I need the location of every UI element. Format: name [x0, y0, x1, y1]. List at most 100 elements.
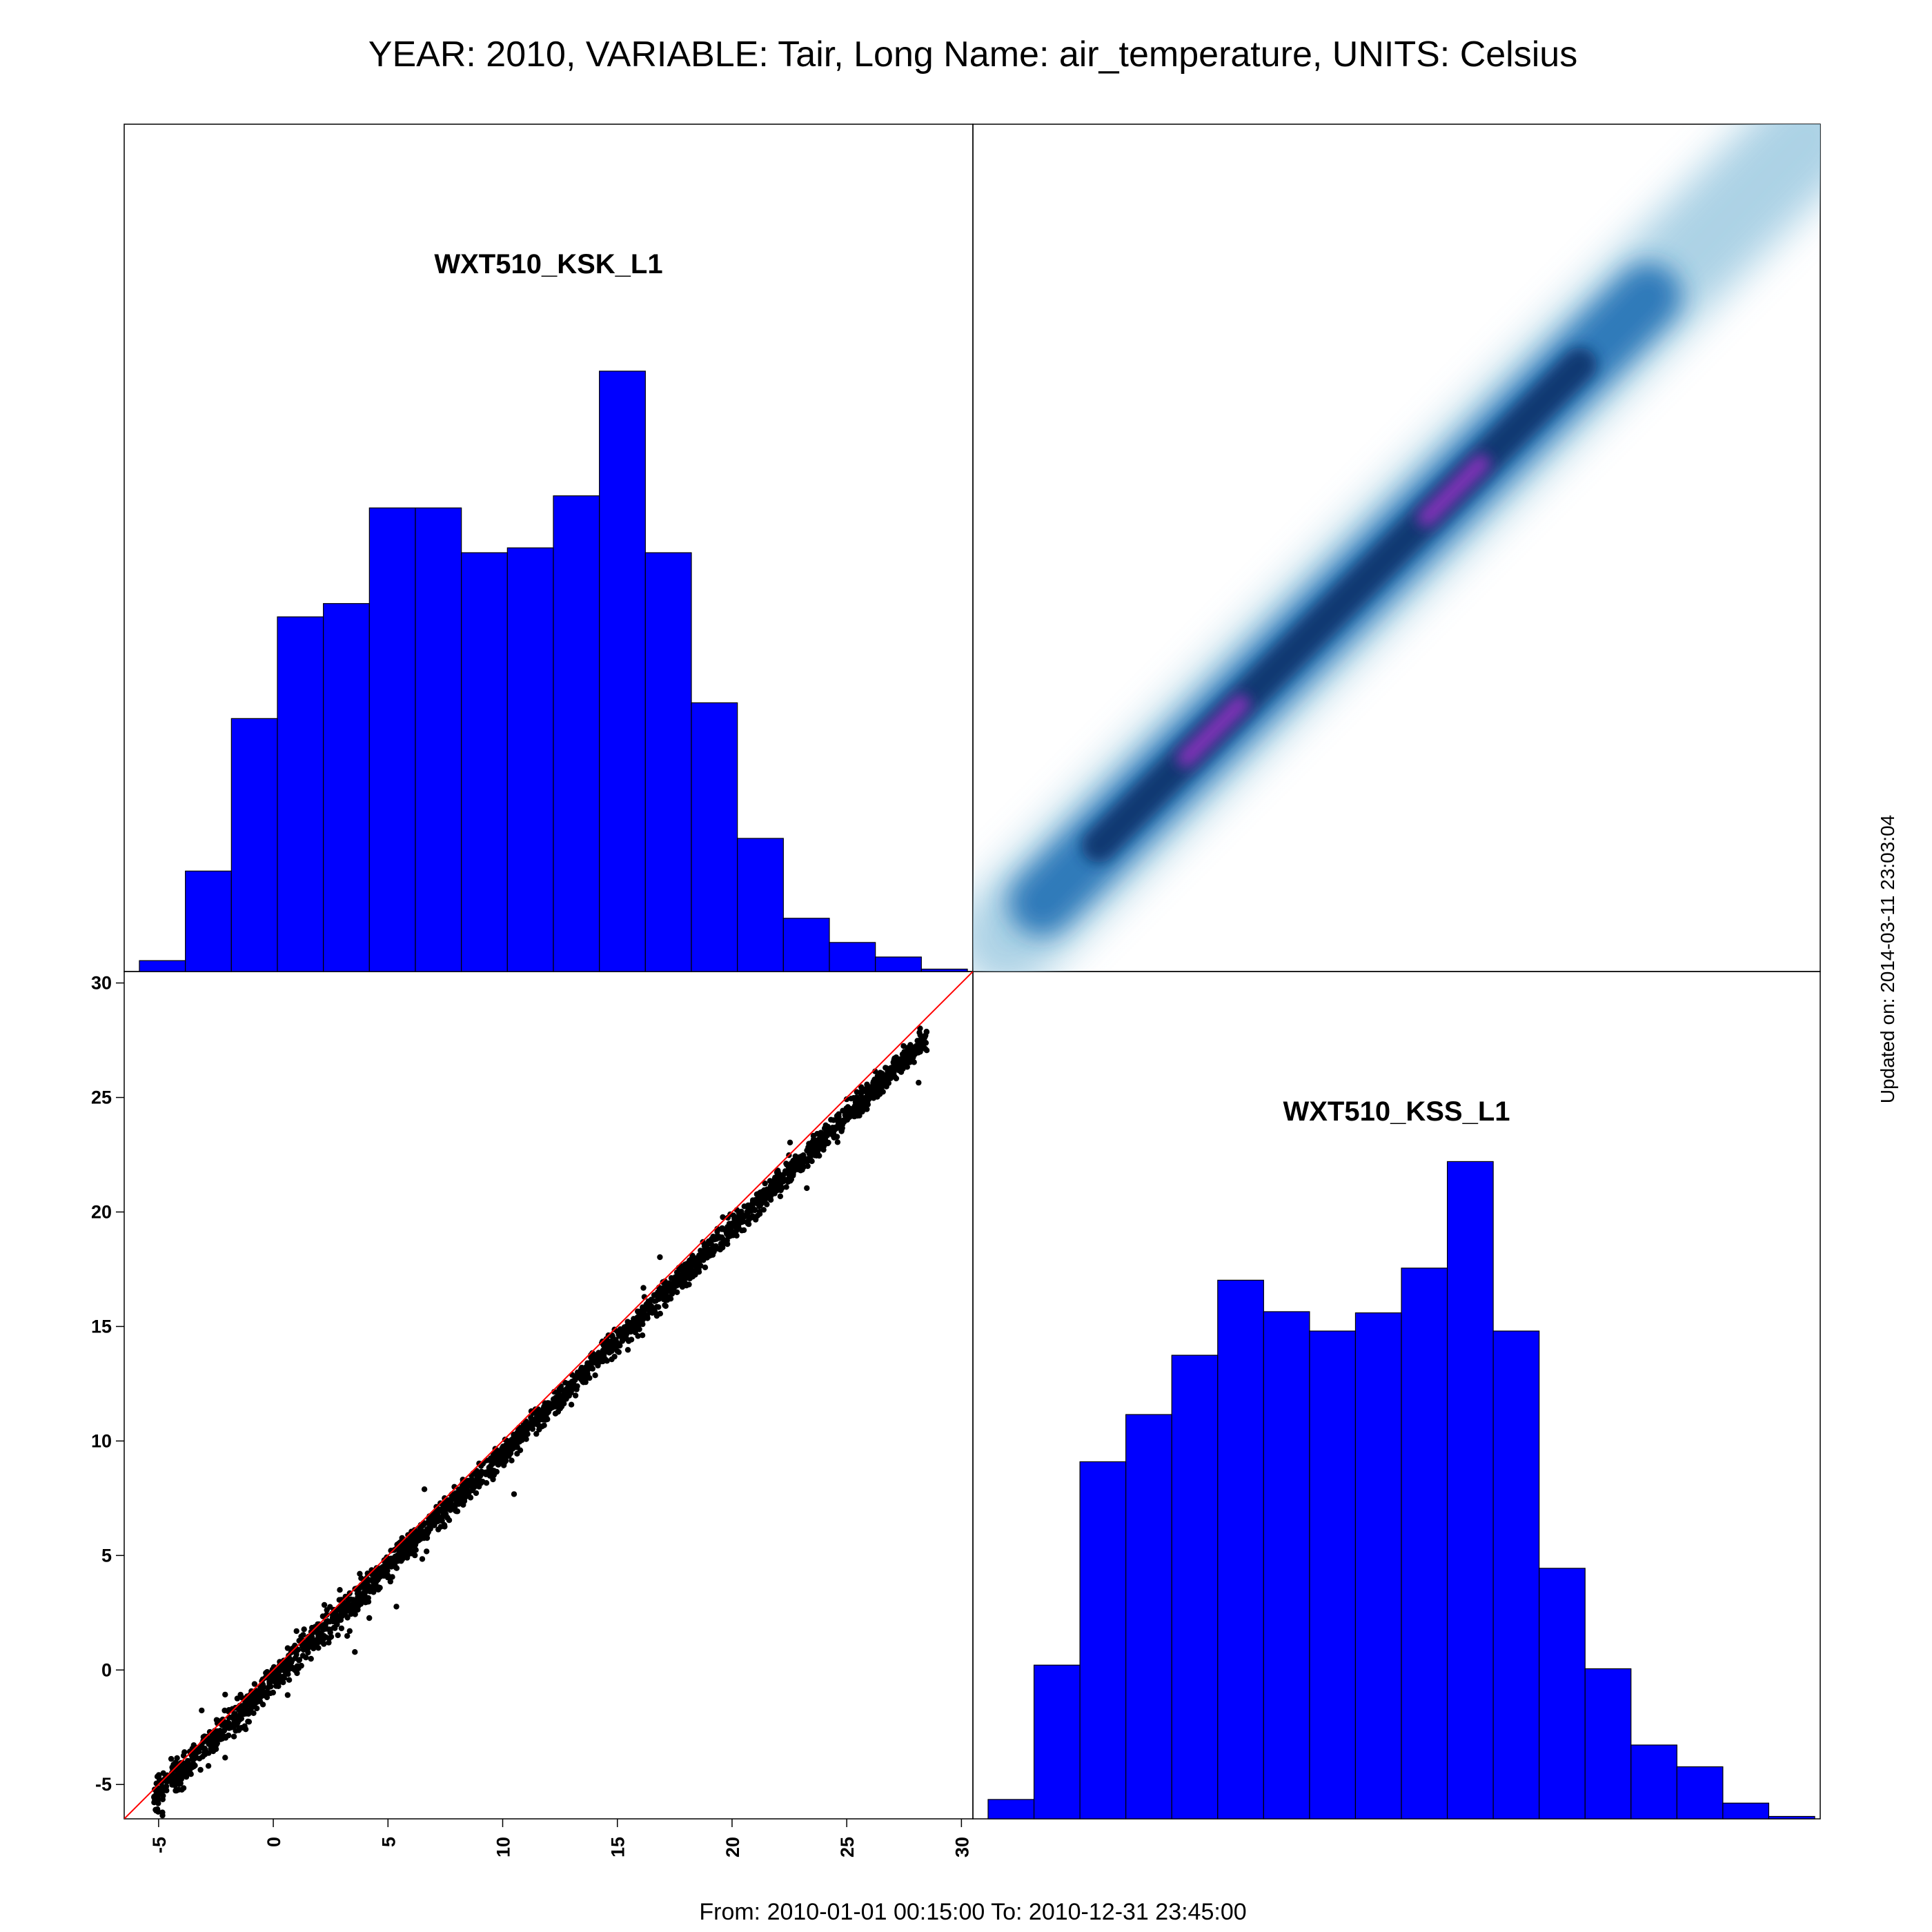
- scatter-point: [783, 1184, 789, 1190]
- scatter-point: [219, 1728, 226, 1735]
- scatter-point: [210, 1748, 217, 1755]
- ksk-bar-14: [782, 918, 830, 972]
- scatter-point-outlier: [568, 1387, 574, 1393]
- density-core: [1081, 347, 1597, 863]
- x-tick-label: 15: [608, 1837, 629, 1857]
- scatter-point: [354, 1590, 361, 1597]
- density-layer: [973, 124, 1820, 972]
- scatter-point-outlier: [483, 1480, 490, 1486]
- kss-bar-15: [1676, 1766, 1724, 1820]
- scatter-point: [380, 1564, 386, 1570]
- ksk-bar-2: [230, 718, 278, 972]
- ksk-bar-5: [368, 507, 416, 972]
- scatter-point: [908, 1058, 914, 1065]
- scatter-point: [371, 1589, 377, 1595]
- scatter-point: [303, 1655, 309, 1661]
- scatter-point: [242, 1701, 248, 1708]
- x-tick-label: -5: [149, 1837, 170, 1853]
- ksk-bar-1: [185, 870, 232, 972]
- scatter-point: [617, 1330, 623, 1336]
- scatter-point: [277, 1666, 284, 1673]
- scatter-point: [460, 1494, 466, 1501]
- scatter-point: [234, 1695, 241, 1702]
- scatter-point: [840, 1107, 846, 1114]
- kss-bar-13: [1584, 1668, 1632, 1820]
- scatter-point: [834, 1139, 841, 1145]
- x-tick-label: 20: [722, 1837, 743, 1857]
- scatter-point: [603, 1336, 609, 1342]
- scatter-point: [235, 1727, 242, 1733]
- scatter-point: [432, 1514, 439, 1520]
- scatter-point: [704, 1246, 711, 1252]
- scatter-point: [181, 1749, 188, 1755]
- scatter-point: [332, 1625, 338, 1631]
- scatter-point-outlier: [678, 1268, 684, 1274]
- scatter-point: [834, 1125, 841, 1131]
- scatter-point: [500, 1445, 507, 1452]
- y-tick-label: 15: [91, 1316, 112, 1337]
- scatter-point: [431, 1522, 437, 1528]
- scatter-point: [783, 1176, 789, 1183]
- scatter-point: [621, 1332, 627, 1339]
- scatter-point: [511, 1441, 518, 1448]
- scatter-point: [843, 1096, 850, 1103]
- scatter-point: [157, 1778, 164, 1784]
- scatter-point: [487, 1468, 493, 1475]
- scatter-point: [688, 1263, 694, 1270]
- scatter-point: [300, 1644, 307, 1651]
- scatter-point: [394, 1541, 400, 1548]
- scatter-point: [190, 1763, 197, 1770]
- scatter-point: [264, 1668, 270, 1675]
- kss-bar-16: [1722, 1802, 1770, 1820]
- scatter-point: [883, 1065, 889, 1071]
- scatter-point-outlier: [851, 1112, 858, 1119]
- scatter-point: [845, 1114, 852, 1121]
- scatter-point: [760, 1189, 767, 1195]
- scatter-point: [498, 1459, 504, 1465]
- scatter-point: [542, 1401, 549, 1408]
- scatter-point: [435, 1526, 442, 1532]
- scatter-point: [368, 1584, 375, 1590]
- scatter-point-outlier: [640, 1285, 647, 1291]
- scatter-point-outlier: [628, 1337, 635, 1343]
- scatter-point: [858, 1097, 865, 1103]
- scatter-point: [720, 1236, 727, 1243]
- scatter-point: [759, 1194, 765, 1201]
- ksk-bar-9: [553, 495, 600, 972]
- scatter-point-outlier: [669, 1290, 676, 1297]
- scatter-point: [324, 1607, 330, 1613]
- scatter-point: [611, 1353, 618, 1360]
- scatter-point-outlier: [657, 1254, 663, 1261]
- scatter-point: [920, 1034, 926, 1041]
- scatter-point: [767, 1178, 773, 1184]
- scatter-point: [359, 1595, 365, 1601]
- scatter-point: [201, 1751, 208, 1757]
- scatter-point: [421, 1535, 427, 1541]
- scatter-point: [324, 1612, 330, 1618]
- scatter-point: [732, 1230, 738, 1237]
- scatter-point: [465, 1483, 471, 1490]
- scatter-point: [589, 1350, 595, 1357]
- scatter-point: [301, 1626, 307, 1633]
- scatter-point: [326, 1626, 333, 1633]
- scatter-point: [161, 1786, 167, 1792]
- scatter-point: [490, 1476, 496, 1483]
- scatter-point: [251, 1681, 258, 1687]
- scatter-point: [228, 1722, 235, 1729]
- scatter-point: [168, 1755, 175, 1762]
- histogram-ksk: WXT510_KSK_L1: [139, 249, 968, 972]
- scatter-point: [692, 1262, 699, 1268]
- scatter-point: [553, 1394, 559, 1401]
- scatter-point: [241, 1697, 248, 1703]
- scatter-point: [896, 1065, 903, 1072]
- scatter-point: [864, 1096, 870, 1102]
- kss-bar-7: [1309, 1330, 1357, 1820]
- scatter-point-outlier: [199, 1707, 205, 1714]
- scatter-point-outlier: [277, 1659, 283, 1665]
- scatter-point: [720, 1241, 727, 1247]
- scatter-point: [702, 1264, 709, 1271]
- scatter-point: [890, 1067, 897, 1074]
- scatter-point: [375, 1586, 382, 1593]
- scatter-point-outlier: [639, 1332, 646, 1339]
- scatter-point: [254, 1699, 260, 1706]
